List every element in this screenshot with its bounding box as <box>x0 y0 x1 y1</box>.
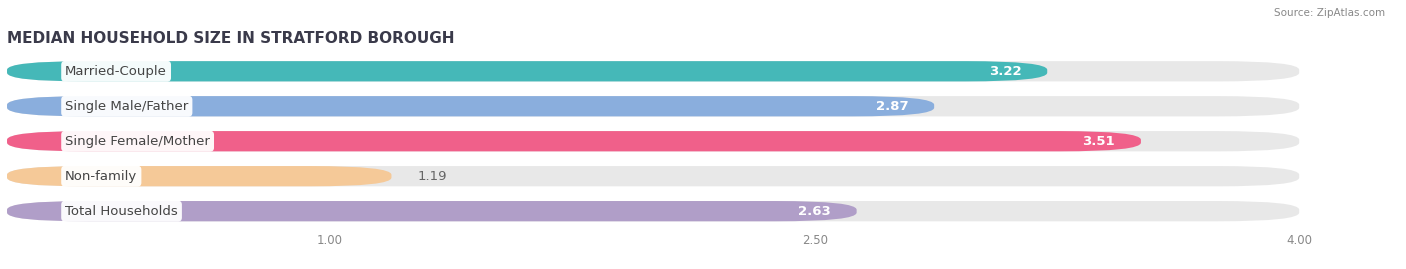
FancyBboxPatch shape <box>7 201 856 221</box>
FancyBboxPatch shape <box>7 131 1299 151</box>
Text: Single Female/Mother: Single Female/Mother <box>65 135 209 148</box>
Text: Single Male/Father: Single Male/Father <box>65 100 188 113</box>
FancyBboxPatch shape <box>7 166 1299 186</box>
Text: 3.51: 3.51 <box>1083 135 1115 148</box>
FancyBboxPatch shape <box>7 131 1140 151</box>
FancyBboxPatch shape <box>7 166 391 186</box>
Text: 1.19: 1.19 <box>418 170 447 183</box>
Text: Married-Couple: Married-Couple <box>65 65 167 78</box>
FancyBboxPatch shape <box>7 96 1299 116</box>
Text: Total Households: Total Households <box>65 205 179 218</box>
Text: MEDIAN HOUSEHOLD SIZE IN STRATFORD BOROUGH: MEDIAN HOUSEHOLD SIZE IN STRATFORD BOROU… <box>7 31 454 46</box>
Text: Non-family: Non-family <box>65 170 138 183</box>
Text: 2.87: 2.87 <box>876 100 908 113</box>
Text: 2.63: 2.63 <box>799 205 831 218</box>
FancyBboxPatch shape <box>7 201 1299 221</box>
Text: 3.22: 3.22 <box>988 65 1021 78</box>
FancyBboxPatch shape <box>7 61 1299 82</box>
FancyBboxPatch shape <box>7 61 1047 82</box>
Text: Source: ZipAtlas.com: Source: ZipAtlas.com <box>1274 8 1385 18</box>
FancyBboxPatch shape <box>7 96 934 116</box>
